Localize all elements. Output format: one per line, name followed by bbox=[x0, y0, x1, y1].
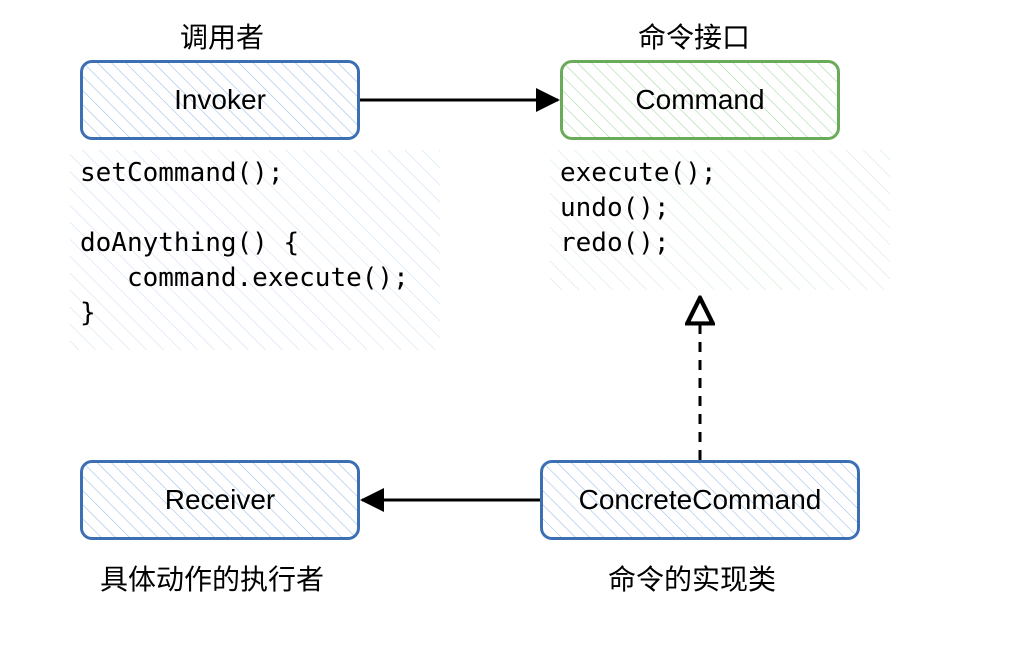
receiver-node: Receiver bbox=[80, 460, 360, 540]
receiver-annotation: 具体动作的执行者 bbox=[100, 558, 324, 598]
command-annotation: 命令接口 bbox=[638, 16, 750, 56]
concrete-command-node: ConcreteCommand bbox=[540, 460, 860, 540]
concrete-command-label: ConcreteCommand bbox=[579, 484, 822, 516]
invoker-node: Invoker bbox=[80, 60, 360, 140]
concrete-command-annotation: 命令的实现类 bbox=[608, 558, 776, 598]
invoker-annotation: 调用者 bbox=[180, 16, 264, 56]
receiver-label: Receiver bbox=[165, 484, 275, 516]
command-code-block: execute(); undo(); redo(); bbox=[550, 150, 910, 267]
diagram-canvas: 调用者 命令接口 Invoker Command setCommand(); d… bbox=[0, 0, 1020, 660]
command-node: Command bbox=[560, 60, 840, 140]
invoker-label: Invoker bbox=[174, 84, 266, 116]
command-label: Command bbox=[635, 84, 764, 116]
invoker-code-block: setCommand(); doAnything() { command.exe… bbox=[70, 150, 460, 337]
